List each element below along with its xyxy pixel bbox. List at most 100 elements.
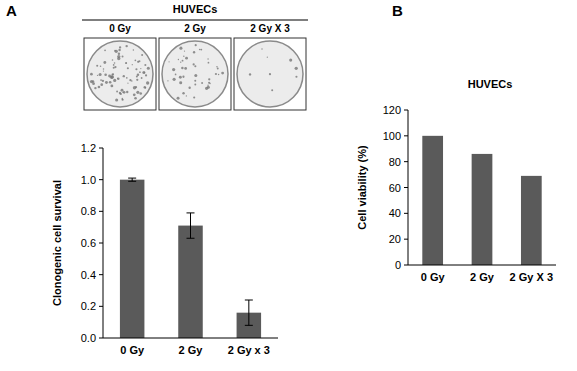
colony bbox=[111, 75, 114, 78]
y-tick bbox=[404, 135, 408, 136]
error-stem bbox=[190, 213, 191, 238]
error-cap bbox=[245, 325, 253, 326]
colony bbox=[201, 82, 203, 84]
dish bbox=[87, 41, 153, 107]
x-tick-label: 2 Gy bbox=[470, 271, 495, 283]
figure: AHUVECs0 Gy2 Gy2 Gy X 3B0.00.20.40.60.81… bbox=[0, 0, 577, 371]
colony bbox=[199, 49, 201, 51]
error-bar bbox=[245, 300, 253, 325]
colony bbox=[193, 96, 195, 98]
x-tick-label: 2 Gy bbox=[179, 344, 204, 356]
colony bbox=[194, 84, 196, 86]
colony bbox=[129, 79, 131, 81]
y-tick bbox=[99, 338, 103, 339]
colony bbox=[249, 73, 251, 75]
colony bbox=[184, 50, 185, 51]
colony bbox=[127, 83, 128, 84]
colony bbox=[127, 67, 129, 69]
colony bbox=[115, 99, 118, 102]
dish-header: HUVECs bbox=[173, 3, 218, 15]
colony bbox=[141, 77, 143, 79]
colony bbox=[97, 75, 98, 76]
error-stem bbox=[248, 300, 249, 325]
colony bbox=[200, 49, 202, 51]
colony bbox=[271, 89, 273, 91]
panel-label: B bbox=[392, 2, 403, 19]
colony bbox=[135, 86, 137, 88]
colony bbox=[216, 66, 218, 68]
dish-label: 0 Gy bbox=[109, 23, 131, 34]
header-rule bbox=[82, 19, 308, 20]
x-tick-label: 0 Gy bbox=[421, 271, 446, 283]
colony bbox=[193, 51, 195, 53]
y-tick-label: 40 bbox=[389, 207, 401, 219]
y-tick-label: 0.2 bbox=[81, 300, 96, 312]
colony bbox=[131, 80, 132, 81]
colony bbox=[117, 78, 118, 79]
colony bbox=[167, 80, 168, 81]
dish-label: 2 Gy X 3 bbox=[250, 23, 290, 34]
colony bbox=[140, 68, 141, 69]
colony bbox=[123, 75, 125, 77]
colony bbox=[111, 74, 113, 76]
colony bbox=[193, 63, 195, 65]
colony bbox=[94, 87, 96, 89]
colony bbox=[122, 99, 124, 101]
colony bbox=[147, 67, 150, 70]
y-tick bbox=[99, 211, 103, 212]
y-tick-label: 120 bbox=[383, 104, 401, 116]
bars bbox=[422, 136, 541, 265]
colony bbox=[146, 81, 149, 84]
dish-frame bbox=[159, 38, 231, 110]
colony bbox=[103, 61, 106, 64]
colony bbox=[141, 54, 143, 56]
colony bbox=[267, 57, 268, 58]
colony bbox=[99, 73, 102, 76]
colony bbox=[122, 55, 124, 57]
colony bbox=[135, 68, 137, 70]
colony bbox=[194, 74, 197, 77]
bar bbox=[472, 154, 493, 265]
colony bbox=[136, 79, 138, 81]
colony bbox=[218, 74, 219, 75]
colony bbox=[142, 71, 145, 74]
colony bbox=[126, 91, 128, 93]
colony bbox=[207, 58, 208, 59]
y-tick-label: 0.0 bbox=[81, 332, 96, 344]
x-tick-label: 2 Gy X 3 bbox=[510, 271, 553, 283]
colony bbox=[126, 77, 128, 79]
colony bbox=[110, 85, 113, 88]
colonies bbox=[167, 44, 224, 100]
colony bbox=[175, 74, 177, 76]
colony bbox=[137, 74, 139, 76]
colony bbox=[102, 80, 104, 82]
colony bbox=[100, 79, 102, 81]
colony bbox=[114, 62, 116, 64]
y-axis-label: Cell viability (%) bbox=[356, 145, 368, 230]
colony bbox=[194, 65, 196, 67]
colony bbox=[113, 79, 116, 82]
colony bbox=[217, 67, 219, 69]
colony bbox=[144, 87, 146, 89]
y-tick-label: 80 bbox=[389, 156, 401, 168]
y-tick bbox=[404, 213, 408, 214]
colony bbox=[116, 91, 118, 93]
colony bbox=[178, 59, 179, 60]
dish-frame bbox=[234, 38, 306, 110]
dish bbox=[237, 41, 303, 107]
y-tick-label: 100 bbox=[383, 130, 401, 142]
colony bbox=[180, 61, 181, 62]
colony bbox=[119, 92, 121, 94]
colony bbox=[96, 65, 98, 67]
colony bbox=[182, 60, 184, 62]
colony bbox=[205, 87, 208, 90]
colony bbox=[104, 49, 106, 51]
colony bbox=[133, 49, 135, 51]
colony bbox=[179, 81, 182, 84]
error-cap bbox=[245, 300, 253, 301]
colony bbox=[269, 73, 271, 75]
colony bbox=[121, 99, 122, 100]
error-cap bbox=[187, 238, 195, 239]
colony bbox=[115, 50, 118, 53]
y-tick-label: 20 bbox=[389, 233, 401, 245]
